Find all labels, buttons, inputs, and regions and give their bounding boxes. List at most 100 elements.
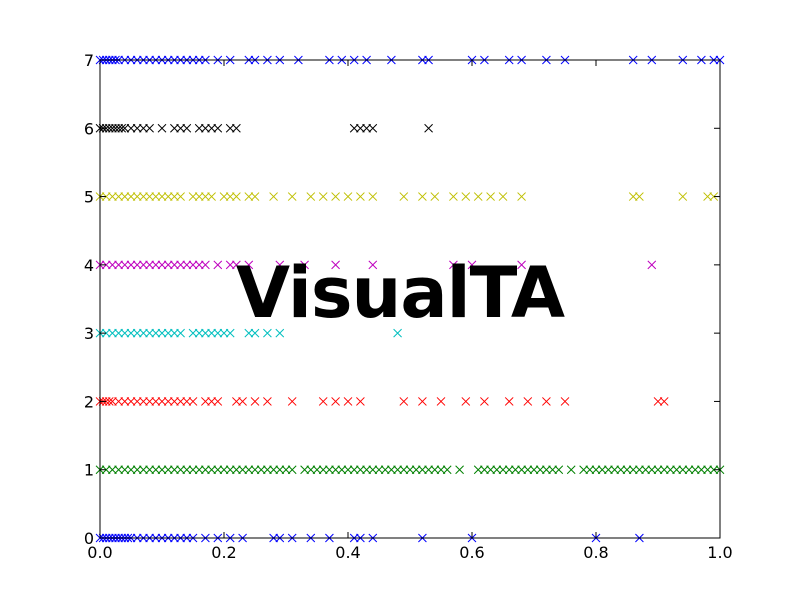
data-point [269,465,278,475]
tick-label: 5 [84,188,94,207]
data-point [368,260,378,270]
data-point [108,465,117,475]
data-point [132,192,142,201]
data-point [145,192,154,201]
data-point [405,465,415,475]
data-point [170,397,179,406]
data-point [201,123,210,133]
data-point [151,260,161,270]
data-point [120,123,130,133]
data-point [542,397,551,406]
data-point [139,192,148,201]
data-point [120,260,130,270]
data-point [486,192,495,201]
data-point [318,192,328,201]
plot-frame [99,59,721,539]
data-point [145,397,154,406]
data-point [535,465,545,475]
data-point [157,397,167,406]
data-point [690,465,700,475]
data-point [126,260,136,270]
data-point [126,328,136,338]
data-point [368,123,378,133]
data-point [566,465,576,475]
data-point [368,465,378,475]
data-point [182,123,192,133]
data-point [163,260,173,270]
data-point [126,123,136,133]
data-point [697,465,706,475]
data-point [250,465,260,475]
data-point [449,260,458,270]
data-point [207,465,216,475]
tick-label: 0.4 [335,543,360,562]
data-point [560,397,570,406]
data-point [225,123,235,133]
data-point [108,123,117,133]
data-point [114,397,123,406]
data-point [424,465,433,475]
data-point [610,465,619,475]
data-point [300,465,309,475]
data-point [362,123,371,133]
data-point [263,397,272,406]
data-point [486,465,495,475]
data-point [101,465,111,475]
data-point [232,123,241,133]
data-point [325,465,334,475]
data-point [188,260,198,270]
data-point [194,123,204,133]
data-point [306,465,316,475]
data-point [225,328,235,338]
series-7 [95,55,725,65]
data-point [188,328,198,338]
data-point [436,397,446,406]
data-point [659,397,669,406]
data-point [672,465,681,475]
data-marks [95,55,725,543]
series-5 [95,192,719,201]
series-6 [95,123,433,133]
data-point [117,123,127,133]
data-point [182,397,192,406]
data-point [287,192,297,201]
data-point [232,397,241,406]
data-point [480,397,489,406]
data-point [194,465,204,475]
data-point [591,465,601,475]
data-point [132,465,142,475]
tick-label: 0.0 [87,543,112,562]
data-point [114,123,123,133]
data-point [163,328,173,338]
data-point [163,192,173,201]
data-point [120,192,130,201]
tick-label: 0 [84,529,94,548]
data-point [709,192,719,201]
data-point [703,192,712,201]
data-point [157,328,167,338]
data-point [418,397,427,406]
data-point [430,465,440,475]
data-point [201,397,210,406]
data-point [331,260,340,270]
data-point [399,465,409,475]
data-point [139,260,148,270]
data-point [244,260,254,270]
data-point [666,465,675,475]
data-point [442,465,452,475]
data-point [287,465,297,475]
data-point [132,123,142,133]
data-point [300,260,309,270]
data-point [232,260,241,270]
data-point [393,465,402,475]
data-point [101,123,111,133]
series-3 [95,328,402,338]
data-point [201,328,210,338]
data-point [176,260,185,270]
data-point [132,397,142,406]
data-point [157,192,167,201]
data-point [145,328,154,338]
data-point [182,465,192,475]
data-point [207,328,216,338]
data-point [232,465,241,475]
